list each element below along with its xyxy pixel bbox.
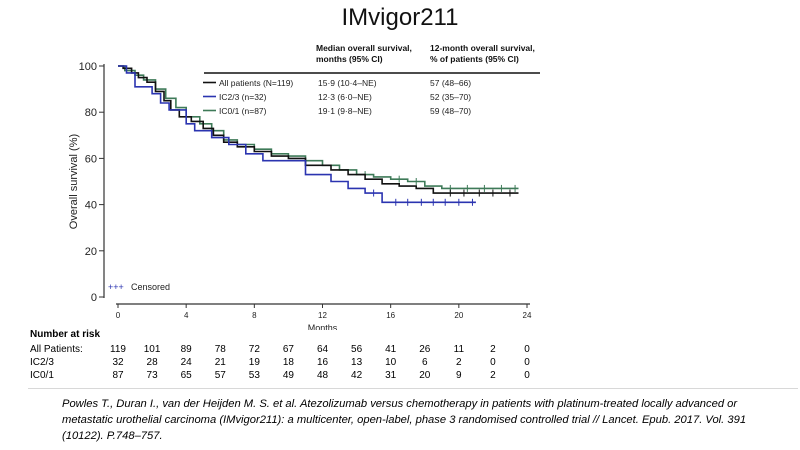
risk-cell: 31: [385, 370, 397, 381]
risk-cell: 57: [214, 370, 226, 381]
risk-row: IC0/1 87 73 65 57 53 49 48 42 31 20 9 2 0: [30, 370, 570, 382]
risk-cell: 67: [282, 344, 294, 355]
risk-row: All Patients: 119 101 89 78 72 67 64 56 41 26 11 2 0: [30, 344, 570, 356]
slide-title: IMvigor211: [341, 4, 459, 31]
risk-cell: 49: [282, 370, 294, 381]
x-tick-label: 4: [184, 311, 189, 320]
y-tick-label: 60: [85, 153, 97, 165]
x-axis-label: Months: [308, 323, 338, 330]
censored-legend-label: Censored: [131, 282, 170, 292]
risk-cell: 32: [112, 357, 124, 368]
x-tick-label: 20: [454, 311, 463, 320]
risk-cell: 13: [351, 357, 363, 368]
risk-cell: 16: [316, 357, 329, 368]
risk-cell: 20: [419, 370, 431, 381]
legend-12m-value: 52 (35–70): [430, 92, 471, 102]
risk-cell: 101: [143, 344, 161, 355]
legend-12m-value: 57 (48–66): [430, 78, 471, 88]
legend-median-value: 19·1 (9·8–NE): [318, 106, 372, 116]
risk-table-title: Number at risk: [30, 329, 101, 340]
risk-cell: 26: [419, 344, 431, 355]
risk-cell: 119: [110, 344, 126, 355]
risk-cell: 87: [112, 370, 124, 381]
y-axis-label: Overall survival (%): [68, 134, 80, 229]
risk-cell: 0: [524, 357, 530, 368]
risk-cell: 9: [456, 370, 462, 381]
survival-curve-ic23: [118, 65, 476, 204]
risk-cell: 2: [490, 370, 496, 381]
x-tick-label: 24: [523, 311, 532, 320]
risk-cell: 19: [248, 357, 260, 368]
legend-header-median-line2: months (95% CI): [316, 54, 383, 64]
legend-series-name: All patients (N=119): [219, 78, 293, 88]
risk-cell: 24: [180, 357, 192, 368]
risk-cell: 41: [385, 344, 397, 355]
risk-row-label: All Patients:: [30, 344, 83, 355]
y-tick-label: 80: [85, 107, 97, 119]
risk-cell: 89: [180, 344, 192, 355]
censored-legend-symbol: +++: [108, 282, 124, 292]
x-tick-label: 16: [386, 311, 395, 320]
x-tick-label: 8: [252, 311, 257, 320]
survival-curve-all: [118, 65, 519, 194]
legend-header-12m-line2: % of patients (95% CI): [430, 54, 519, 64]
risk-cell: 56: [351, 344, 363, 355]
legend-median-value: 15·9 (10·4–NE): [318, 78, 377, 88]
citation-text: Powles T., Duran I., van der Heijden M. …: [28, 388, 798, 450]
risk-cell: 48: [316, 370, 329, 381]
risk-row: IC2/3 32 28 24 21 19 18 16 13 10 6 2 0 0: [30, 357, 570, 369]
risk-cell: 64: [316, 344, 329, 355]
risk-cell: 11: [453, 344, 465, 355]
y-tick-label: 40: [85, 200, 97, 212]
y-tick-label: 0: [91, 292, 97, 304]
risk-cell: 21: [214, 357, 226, 368]
risk-cell: 73: [146, 370, 158, 381]
legend-series-name: IC2/3 (n=32): [219, 92, 267, 102]
legend-header-median-line1: Median overall survival,: [316, 43, 412, 53]
risk-cell: 0: [490, 357, 496, 368]
legend-series-name: IC0/1 (n=87): [219, 106, 267, 116]
risk-cell: 18: [282, 357, 294, 368]
risk-cell: 53: [248, 370, 260, 381]
risk-cell: 0: [524, 370, 530, 381]
km-chart: 0 20 40 60 80 100 Overall survival (%) 0 4 8 12 16 2…: [68, 43, 540, 330]
legend-header-12m-line1: 12-month overall survival,: [430, 43, 535, 53]
risk-cell: 72: [248, 344, 260, 355]
legend-median-value: 12·3 (6·0–NE): [318, 92, 372, 102]
legend-12m-value: 59 (48–70): [430, 106, 471, 116]
y-tick-label: 20: [85, 246, 97, 258]
risk-cell: 65: [180, 370, 192, 381]
risk-row-label: IC0/1: [30, 370, 54, 381]
risk-row-label: IC2/3: [30, 357, 54, 368]
x-tick-label: 0: [116, 311, 121, 320]
risk-cell: 28: [146, 357, 158, 368]
risk-cell: 2: [490, 344, 496, 355]
risk-cell: 0: [524, 344, 530, 355]
risk-cell: 6: [421, 357, 428, 368]
risk-cell: 78: [214, 344, 226, 355]
x-tick-label: 12: [318, 311, 327, 320]
risk-cell: 10: [385, 357, 397, 368]
y-tick-label: 100: [79, 61, 97, 73]
risk-cell: 42: [351, 370, 363, 381]
risk-cell: 2: [456, 357, 462, 368]
